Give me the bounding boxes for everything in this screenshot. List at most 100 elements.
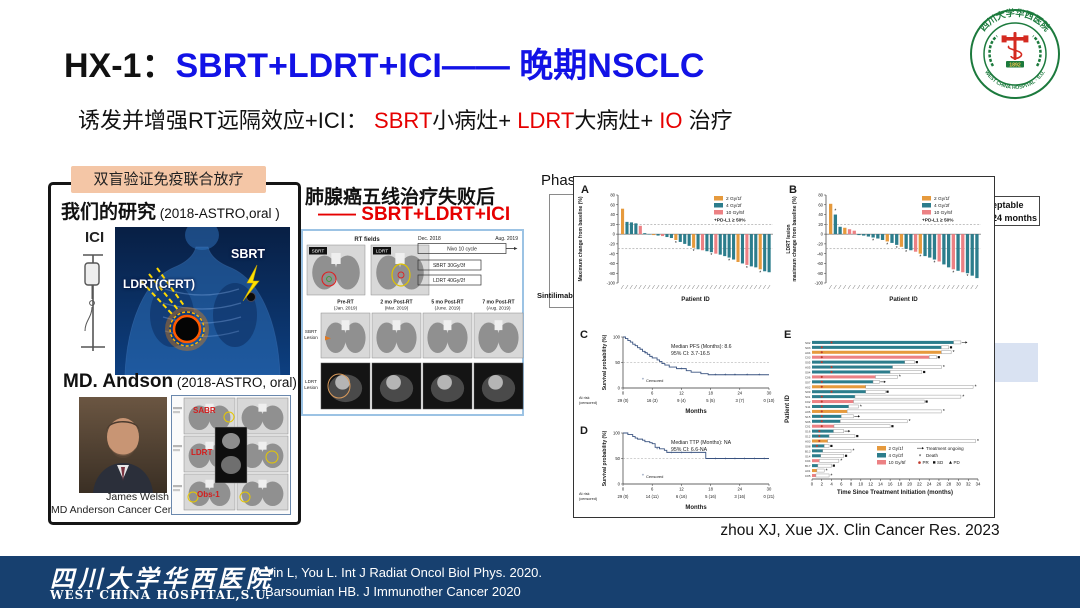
svg-text:Pre-RT: Pre-RT xyxy=(337,300,353,306)
our-study-heading: 我们的研究 (2018-ASTRO,oral ) xyxy=(61,197,280,224)
svg-text:*: * xyxy=(860,404,863,410)
subtitle-ldrt: LDRT xyxy=(517,108,575,133)
svg-text:10 Gy/5f: 10 Gy/5f xyxy=(889,460,907,465)
svg-text:A05: A05 xyxy=(805,366,811,370)
svg-text:Survival probability (%): Survival probability (%) xyxy=(602,430,608,486)
svg-text:18: 18 xyxy=(708,391,713,396)
svg-text:-40: -40 xyxy=(609,251,616,256)
portrait-caption: James Welsh MD Anderson Cancer Center xyxy=(51,491,186,517)
timeline-arrow-icon xyxy=(514,247,518,250)
clinical-figure-panel: A 80 60 40 20 0 -20 -40 -60 -80 -100 * * * * * * Maximum … xyxy=(573,176,995,518)
svg-text:S04: S04 xyxy=(805,371,811,375)
svg-text:Median PFS (Months): 8.6: Median PFS (Months): 8.6 xyxy=(671,344,732,350)
svg-text:+: + xyxy=(680,450,683,455)
svg-text:-60: -60 xyxy=(817,261,824,266)
svg-text:95% CI: 3.7-16.5: 95% CI: 3.7-16.5 xyxy=(671,351,710,357)
iv-drip-icon xyxy=(81,254,105,351)
svg-text:A06: A06 xyxy=(805,410,811,414)
svg-text:At risk: At risk xyxy=(579,396,590,400)
svg-text:*: * xyxy=(952,270,954,276)
subtitle-seg1: 小病灶+ xyxy=(432,108,518,133)
svg-text:+: + xyxy=(724,372,727,377)
laurel-right xyxy=(1032,35,1042,67)
svg-text:*: * xyxy=(919,455,922,461)
svg-text:*: * xyxy=(872,239,874,245)
svg-text:S03: S03 xyxy=(805,346,811,350)
svg-text:(censored): (censored) xyxy=(579,401,598,405)
svg-text:S06: S06 xyxy=(805,420,811,424)
svg-text:*: * xyxy=(933,261,935,267)
svg-text:40: 40 xyxy=(610,212,615,217)
svg-text:(censored): (censored) xyxy=(579,497,598,501)
svg-text:*: * xyxy=(886,242,888,248)
svg-text:4 Gy/2f: 4 Gy/2f xyxy=(726,203,742,209)
title-prefix: HX-1： xyxy=(64,47,176,85)
svg-text:Time Since Treatment Initiatio: Time Since Treatment Initiation (months) xyxy=(837,490,953,496)
svg-text:50: 50 xyxy=(615,360,620,365)
svg-text:2 mo Post-RT: 2 mo Post-RT xyxy=(380,300,412,306)
title-main: SBRT+LDRT+ICI—— 晚期NSCLC xyxy=(175,47,705,85)
svg-text:*: * xyxy=(952,350,955,356)
svg-text:(Mar. 2019): (Mar. 2019) xyxy=(385,306,409,311)
svg-text:7 mo Post-RT: 7 mo Post-RT xyxy=(482,300,514,306)
highlight-rectangle xyxy=(990,343,1038,382)
svg-text:*: * xyxy=(919,255,921,261)
tumor-target xyxy=(165,307,209,351)
svg-text:80: 80 xyxy=(610,193,615,198)
svg-text:At risk: At risk xyxy=(579,492,590,496)
svg-text:6: 6 xyxy=(651,391,654,396)
svg-text:5 (16): 5 (16) xyxy=(705,494,717,499)
svg-text:12: 12 xyxy=(679,391,684,396)
svg-text:+PD-L1 ≥ 50%: +PD-L1 ≥ 50% xyxy=(922,218,954,224)
laurel-left xyxy=(988,35,998,67)
nivo-label: Nivo 10 cycle xyxy=(447,247,477,253)
svg-text:*: * xyxy=(852,449,855,455)
sintilimab-text-fragment: Sintilimab xyxy=(537,291,573,300)
svg-text:C04: C04 xyxy=(805,459,811,463)
ldrt-dose-label: LDRT 40Gy/2f xyxy=(433,278,465,284)
svg-text:*: * xyxy=(693,249,695,255)
case-title-line2: —— SBRT+LDRT+ICI xyxy=(318,204,511,225)
svg-text:Censored: Censored xyxy=(646,474,663,479)
our-study-ref: (2018-ASTRO,oral ) xyxy=(156,206,280,221)
svg-text:28: 28 xyxy=(946,482,951,487)
svg-text:0 (21): 0 (21) xyxy=(764,494,776,499)
rt-fields-label: RT fields xyxy=(354,237,380,243)
svg-text:+: + xyxy=(743,456,746,461)
svg-text:0: 0 xyxy=(821,232,824,237)
svg-text:B13: B13 xyxy=(805,449,811,453)
footer-hospital-en: WEST CHINA HOSPITAL,S.U. xyxy=(50,588,271,602)
svg-text:3 (7): 3 (7) xyxy=(735,398,744,403)
svg-text:60: 60 xyxy=(610,202,615,207)
svg-text:2 Gy/1f: 2 Gy/1f xyxy=(889,446,904,451)
ldrt-ct-label: LDRT xyxy=(191,448,212,457)
svg-text:S05: S05 xyxy=(805,361,811,365)
svg-text:+: + xyxy=(645,350,648,355)
svg-text:-40: -40 xyxy=(817,251,824,256)
svg-text:*: * xyxy=(909,419,912,425)
svg-text:2: 2 xyxy=(821,482,824,487)
svg-text:PD: PD xyxy=(954,460,961,465)
page-title: HX-1：SBRT+LDRT+ICI—— 晚期NSCLC xyxy=(64,38,704,87)
sabr-ct-label: SABR xyxy=(193,406,216,415)
svg-text:26: 26 xyxy=(937,482,942,487)
footer-ref-1: Yin L, You L. Int J Radiat Oncol Biol Ph… xyxy=(265,565,543,580)
svg-text:+: + xyxy=(734,372,737,377)
svg-text:*: * xyxy=(840,459,843,465)
svg-text:10: 10 xyxy=(858,482,863,487)
svg-text:*: * xyxy=(830,473,833,479)
svg-text:C06: C06 xyxy=(805,375,811,379)
svg-text:C01: C01 xyxy=(805,425,811,429)
svg-text:14: 14 xyxy=(878,482,883,487)
svg-text:C: C xyxy=(580,329,588,341)
clipped-line1: eptable xyxy=(992,200,1024,210)
svg-text:-80: -80 xyxy=(817,271,824,276)
footer-hospital-cn: 四川大学华西医院 xyxy=(50,564,274,593)
person-affiliation: MD Anderson Cancer Center xyxy=(51,504,186,516)
svg-text:5 (5): 5 (5) xyxy=(706,398,715,403)
ldrt-cfrt-label: LDRT(CFRT) xyxy=(123,277,195,291)
svg-text:95% CI: 6.6-NA: 95% CI: 6.6-NA xyxy=(671,447,708,453)
svg-text:0: 0 xyxy=(613,232,616,237)
